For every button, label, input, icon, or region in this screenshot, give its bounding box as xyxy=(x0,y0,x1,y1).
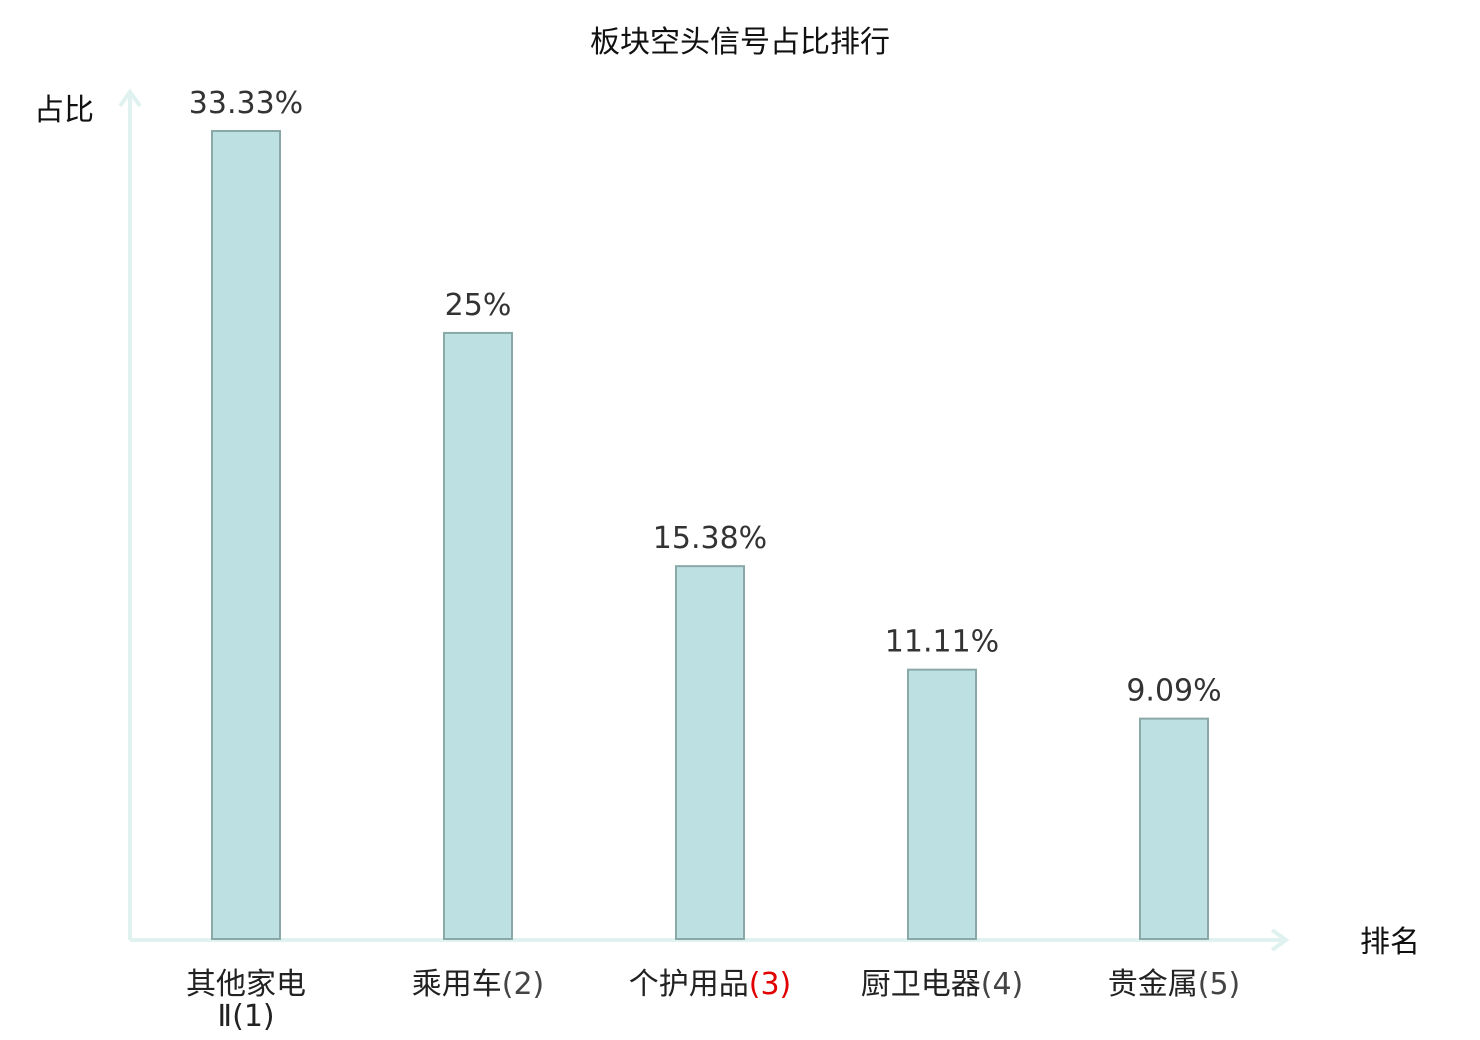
category-label-3: 个护用品(3) xyxy=(629,967,792,1002)
category-label-1-line2: Ⅱ(1) xyxy=(217,999,274,1034)
bar-2 xyxy=(443,331,513,940)
value-label-2: 25% xyxy=(445,288,512,323)
value-label-1: 33.33% xyxy=(189,86,303,121)
x-axis-label: 排名 xyxy=(1360,925,1420,960)
value-label-4: 11.11% xyxy=(885,625,999,660)
value-label-5: 9.09% xyxy=(1126,674,1221,709)
category-label-5: 贵金属(5) xyxy=(1108,967,1241,1002)
chart-title: 板块空头信号占比排行 xyxy=(590,25,890,60)
y-axis-label: 占比 xyxy=(34,93,94,128)
category-label-4: 厨卫电器(4) xyxy=(861,967,1024,1002)
value-label-3: 15.38% xyxy=(653,521,767,556)
bar-1 xyxy=(211,130,281,940)
bar-4 xyxy=(907,668,977,941)
category-label-1: 其他家电 xyxy=(186,967,306,1002)
bar-3 xyxy=(675,565,745,940)
x-axis-arrow xyxy=(1270,928,1290,952)
bar-5 xyxy=(1139,717,1209,940)
category-label-2: 乘用车(2) xyxy=(412,967,545,1002)
y-axis-arrow xyxy=(118,88,142,108)
